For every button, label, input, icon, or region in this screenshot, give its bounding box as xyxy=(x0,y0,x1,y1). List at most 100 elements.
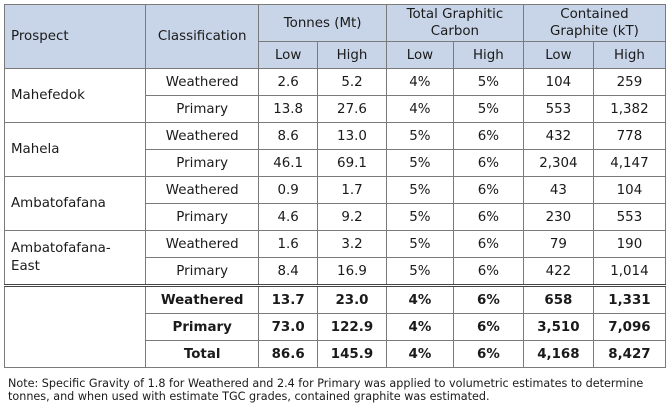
summary-graphite-low-cell: 3,510 xyxy=(522,313,594,341)
header-graphite-low: Low xyxy=(522,41,594,69)
header-tonnes: Tonnes (Mt) xyxy=(258,4,387,42)
tonnes-high-cell: 1.7 xyxy=(316,176,387,204)
tonnes-high-cell: 9.2 xyxy=(316,203,387,231)
graphite-high-cell: 104 xyxy=(592,176,667,204)
header-tonnes-high: High xyxy=(316,41,387,69)
table-row: Ambatofafana Weathered 0.9 1.7 5% 6% 43 … xyxy=(3,176,667,231)
tonnes-low-cell: 8.4 xyxy=(258,257,318,286)
tgc-low-cell: 5% xyxy=(385,149,454,177)
tonnes-low-cell: 46.1 xyxy=(258,149,318,177)
classification-cell: Primary xyxy=(145,257,260,286)
summary-tgc-low-cell: 4% xyxy=(385,284,454,314)
resource-table: Prospect Classification Tonnes (Mt) Tota… xyxy=(3,4,667,368)
tonnes-low-cell: 8.6 xyxy=(258,122,318,150)
tgc-low-cell: 5% xyxy=(385,122,454,150)
classification-cell: Weathered xyxy=(145,176,260,204)
header-prospect: Prospect xyxy=(3,4,147,69)
table-row: Mahefedok Weathered 2.6 5.2 4% 5% 104 25… xyxy=(3,68,667,123)
summary-row: Weathered 13.7 23.0 4% 6% 658 1,331 xyxy=(3,284,667,368)
tonnes-high-cell: 27.6 xyxy=(316,95,387,123)
header-tgc: Total Graphitic Carbon xyxy=(385,4,524,42)
graphite-low-cell: 104 xyxy=(522,68,594,96)
classification-cell: Primary xyxy=(145,95,260,123)
tgc-low-cell: 5% xyxy=(385,230,454,258)
summary-blank-cell xyxy=(3,284,147,368)
tgc-low-cell: 5% xyxy=(385,257,454,286)
tonnes-high-cell: 3.2 xyxy=(316,230,387,258)
graphite-high-cell: 1,382 xyxy=(592,95,667,123)
graphite-high-cell: 553 xyxy=(592,203,667,231)
tgc-low-cell: 5% xyxy=(385,203,454,231)
table-row: Ambatofafana-East Weathered 1.6 3.2 5% 6… xyxy=(3,230,667,286)
tgc-high-cell: 6% xyxy=(452,122,524,150)
header-tgc-high: High xyxy=(452,41,524,69)
summary-tgc-high-cell: 6% xyxy=(452,313,524,341)
tonnes-low-cell: 0.9 xyxy=(258,176,318,204)
summary-graphite-high-cell: 1,331 xyxy=(592,284,667,314)
summary-classification-cell: Primary xyxy=(145,313,260,341)
summary-row: Total 86.6 145.9 4% 6% 4,168 8,427 xyxy=(5,340,667,368)
tgc-low-cell: 4% xyxy=(385,68,454,96)
tonnes-low-cell: 4.6 xyxy=(258,203,318,231)
graphite-low-cell: 422 xyxy=(522,257,594,286)
prospect-name: Ambatofafana xyxy=(3,176,147,231)
tonnes-low-cell: 1.6 xyxy=(258,230,318,258)
classification-cell: Primary xyxy=(145,203,260,231)
summary-tgc-low-cell: 4% xyxy=(385,340,454,368)
table-row: Primary 13.8 27.6 4% 5% 553 1,382 xyxy=(5,95,667,123)
tgc-low-cell: 4% xyxy=(385,95,454,123)
header-classification: Classification xyxy=(145,4,260,69)
classification-cell: Weathered xyxy=(145,230,260,258)
tgc-high-cell: 6% xyxy=(452,257,524,286)
tgc-high-cell: 6% xyxy=(452,203,524,231)
table-body: Mahefedok Weathered 2.6 5.2 4% 5% 104 25… xyxy=(3,68,667,286)
summary-graphite-high-cell: 7,096 xyxy=(592,313,667,341)
tgc-high-cell: 5% xyxy=(452,68,524,96)
summary-graphite-low-cell: 658 xyxy=(522,284,594,314)
graphite-low-cell: 553 xyxy=(522,95,594,123)
tonnes-high-cell: 5.2 xyxy=(316,68,387,96)
tgc-high-cell: 5% xyxy=(452,95,524,123)
summary-body: Weathered 13.7 23.0 4% 6% 658 1,331 Prim… xyxy=(3,284,667,368)
header-contained-graphite: Contained Graphite (kT) xyxy=(522,4,667,42)
table-row: Primary 4.6 9.2 5% 6% 230 553 xyxy=(5,203,667,231)
graphite-low-cell: 43 xyxy=(522,176,594,204)
graphite-high-cell: 4,147 xyxy=(592,149,667,177)
table-row: Primary 46.1 69.1 5% 6% 2,304 4,147 xyxy=(5,149,667,177)
header-tgc-low: Low xyxy=(385,41,454,69)
header-graphite-high: High xyxy=(592,41,667,69)
summary-tgc-high-cell: 6% xyxy=(452,340,524,368)
graphite-low-cell: 79 xyxy=(522,230,594,258)
summary-tgc-low-cell: 4% xyxy=(385,313,454,341)
classification-cell: Primary xyxy=(145,149,260,177)
tgc-low-cell: 5% xyxy=(385,176,454,204)
summary-graphite-high-cell: 8,427 xyxy=(592,340,667,368)
table-row: Primary 8.4 16.9 5% 6% 422 1,014 xyxy=(5,257,667,286)
graphite-low-cell: 230 xyxy=(522,203,594,231)
summary-classification-cell: Weathered xyxy=(145,284,260,314)
tgc-high-cell: 6% xyxy=(452,176,524,204)
summary-classification-cell: Total xyxy=(145,340,260,368)
tonnes-high-cell: 16.9 xyxy=(316,257,387,286)
table-row: Mahela Weathered 8.6 13.0 5% 6% 432 778 xyxy=(3,122,667,177)
summary-tgc-high-cell: 6% xyxy=(452,284,524,314)
summary-graphite-low-cell: 4,168 xyxy=(522,340,594,368)
table-note: Note: Specific Gravity of 1.8 for Weathe… xyxy=(8,377,644,403)
graphite-high-cell: 1,014 xyxy=(592,257,667,286)
table-header: Prospect Classification Tonnes (Mt) Tota… xyxy=(3,4,667,69)
tgc-high-cell: 6% xyxy=(452,230,524,258)
tonnes-high-cell: 13.0 xyxy=(316,122,387,150)
graphite-low-cell: 432 xyxy=(522,122,594,150)
summary-tonnes-low-cell: 13.7 xyxy=(258,284,318,314)
graphite-high-cell: 778 xyxy=(592,122,667,150)
graphite-low-cell: 2,304 xyxy=(522,149,594,177)
header-tonnes-low: Low xyxy=(258,41,318,69)
summary-tonnes-high-cell: 23.0 xyxy=(316,284,387,314)
summary-tonnes-low-cell: 73.0 xyxy=(258,313,318,341)
summary-tonnes-low-cell: 86.6 xyxy=(258,340,318,368)
tonnes-low-cell: 13.8 xyxy=(258,95,318,123)
summary-tonnes-high-cell: 145.9 xyxy=(316,340,387,368)
prospect-name: Mahefedok xyxy=(3,68,147,123)
summary-tonnes-high-cell: 122.9 xyxy=(316,313,387,341)
classification-cell: Weathered xyxy=(145,122,260,150)
